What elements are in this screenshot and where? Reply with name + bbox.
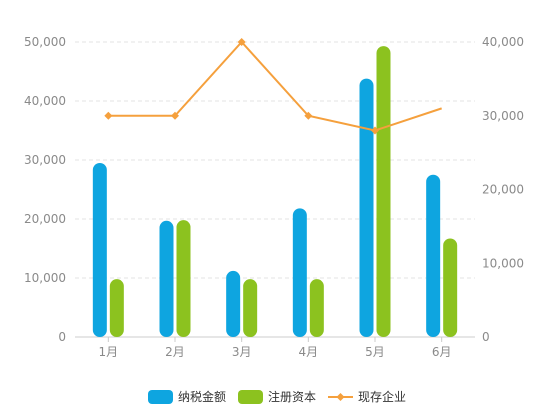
right-y-tick-label: 20,000 bbox=[482, 183, 524, 197]
right-y-tick-label: 40,000 bbox=[482, 35, 524, 49]
bar-tax-amount bbox=[359, 78, 374, 337]
bar-tax-amount bbox=[426, 174, 441, 337]
right-y-tick-label: 10,000 bbox=[482, 256, 524, 270]
bar-registered-capital bbox=[443, 238, 458, 337]
bar-registered-capital bbox=[109, 279, 124, 337]
bar-registered-capital bbox=[176, 220, 191, 337]
bar-tax-amount bbox=[292, 208, 307, 337]
line-point-marker bbox=[237, 38, 246, 46]
line-point-marker bbox=[171, 111, 179, 120]
bar-registered-capital bbox=[376, 46, 391, 337]
bar-tax-amount bbox=[226, 270, 241, 337]
legend-swatch bbox=[148, 390, 173, 404]
left-y-tick-label: 40,000 bbox=[24, 94, 66, 108]
x-tick-label: 3月 bbox=[232, 345, 252, 359]
right-y-tick-label: 30,000 bbox=[482, 109, 524, 123]
left-y-tick-label: 10,000 bbox=[24, 271, 66, 285]
bar-tax-amount bbox=[159, 220, 174, 337]
legend-label: 纳税金额 bbox=[178, 389, 226, 404]
bar-registered-capital bbox=[243, 279, 258, 337]
legend-swatch-marker bbox=[336, 393, 345, 401]
series-line-existing-enterprises bbox=[108, 40, 442, 132]
left-y-tick-label: 30,000 bbox=[24, 153, 66, 167]
legend-label: 现存企业 bbox=[358, 389, 406, 404]
line-point-marker bbox=[104, 111, 113, 120]
x-tick-label: 4月 bbox=[299, 345, 319, 359]
left-y-tick-label: 20,000 bbox=[24, 212, 66, 226]
bar-registered-capital bbox=[309, 279, 324, 337]
line-point-marker bbox=[304, 111, 313, 120]
legend-swatch bbox=[238, 390, 263, 404]
right-y-tick-label: 0 bbox=[482, 330, 490, 344]
x-tick-label: 1月 bbox=[99, 345, 119, 359]
legend-label: 注册资本 bbox=[268, 389, 316, 404]
bar-tax-amount bbox=[92, 162, 107, 337]
left-y-tick-label: 50,000 bbox=[24, 35, 66, 49]
left-y-tick-label: 0 bbox=[58, 330, 66, 344]
line-point-marker bbox=[371, 126, 379, 135]
x-tick-label: 5月 bbox=[365, 345, 385, 359]
x-tick-label: 6月 bbox=[432, 345, 452, 359]
x-tick-label: 2月 bbox=[165, 345, 185, 359]
